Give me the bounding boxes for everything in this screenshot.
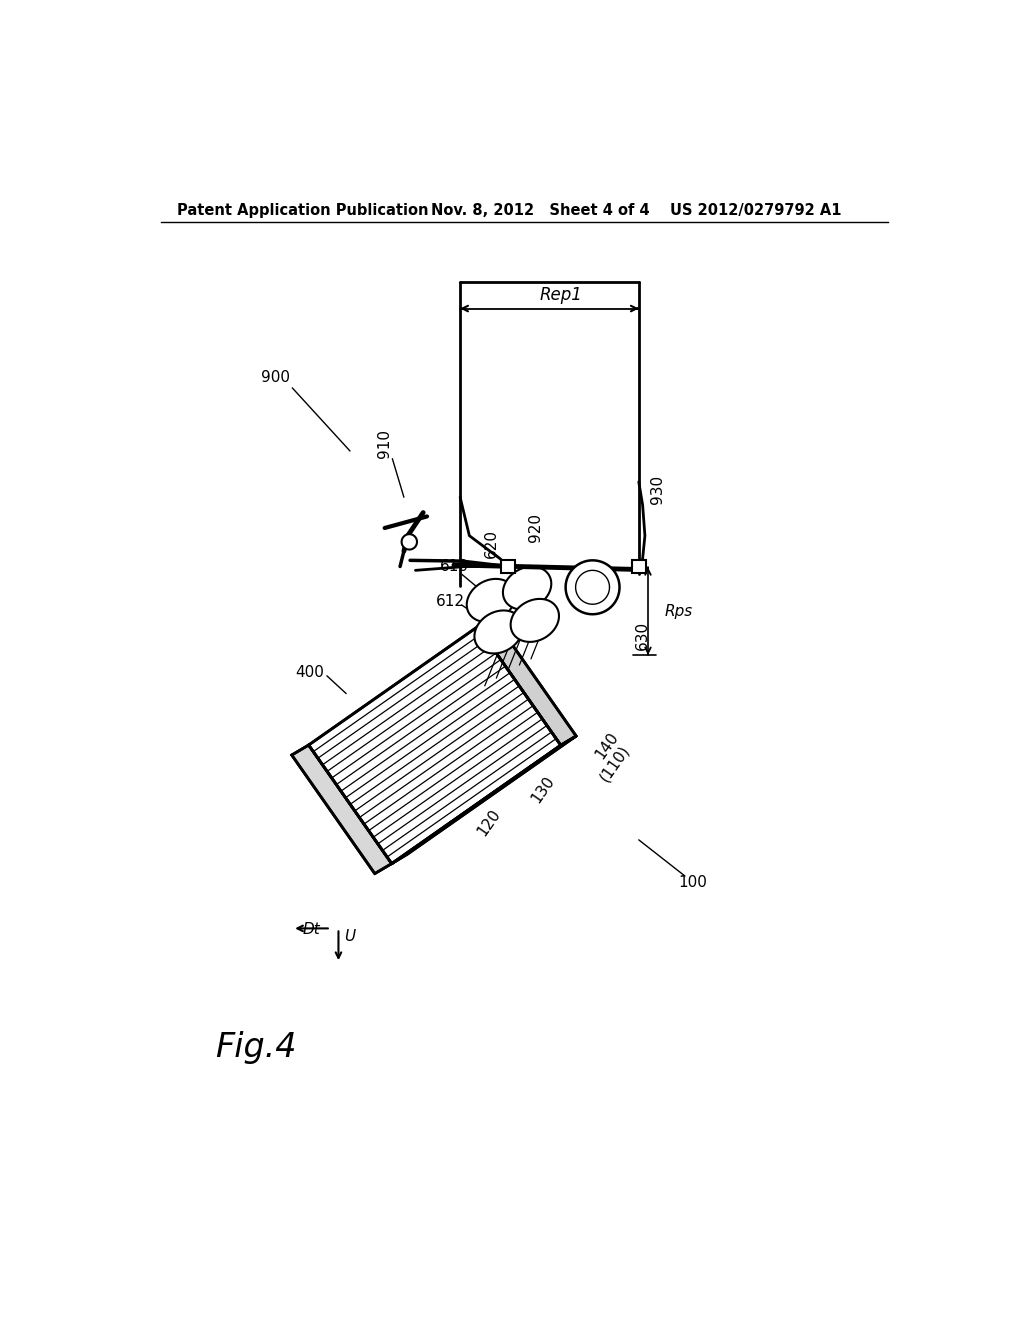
Text: 610: 610 [439, 558, 468, 574]
Polygon shape [467, 579, 515, 622]
Text: Fig.4: Fig.4 [215, 1031, 297, 1064]
Polygon shape [501, 560, 515, 573]
Text: Nov. 8, 2012   Sheet 4 of 4: Nov. 8, 2012 Sheet 4 of 4 [431, 203, 649, 218]
Polygon shape [632, 560, 646, 573]
Text: 400: 400 [295, 665, 324, 680]
Text: U: U [344, 928, 355, 944]
Text: US 2012/0279792 A1: US 2012/0279792 A1 [670, 203, 841, 218]
Polygon shape [474, 610, 523, 653]
Text: 100: 100 [678, 875, 708, 890]
Polygon shape [292, 744, 392, 874]
Polygon shape [392, 737, 577, 863]
Text: 930: 930 [650, 475, 666, 504]
Text: 920: 920 [528, 513, 543, 543]
Polygon shape [308, 627, 561, 863]
Text: (110): (110) [597, 742, 633, 784]
Text: Rps: Rps [665, 603, 693, 619]
Text: Rep1: Rep1 [540, 285, 583, 304]
Polygon shape [503, 566, 551, 610]
Text: 910: 910 [377, 429, 392, 458]
Text: 130: 130 [528, 774, 557, 807]
Polygon shape [478, 618, 577, 746]
Text: 120: 120 [474, 807, 503, 838]
Text: 140: 140 [593, 729, 622, 762]
Text: Patent Application Publication: Patent Application Publication [177, 203, 428, 218]
Polygon shape [401, 535, 417, 549]
Text: Dt: Dt [303, 923, 321, 937]
Polygon shape [511, 599, 559, 642]
Text: 620: 620 [483, 529, 499, 558]
Polygon shape [565, 561, 620, 614]
Text: 900: 900 [261, 371, 290, 385]
Text: 630: 630 [635, 622, 650, 651]
Text: 612: 612 [435, 594, 465, 609]
